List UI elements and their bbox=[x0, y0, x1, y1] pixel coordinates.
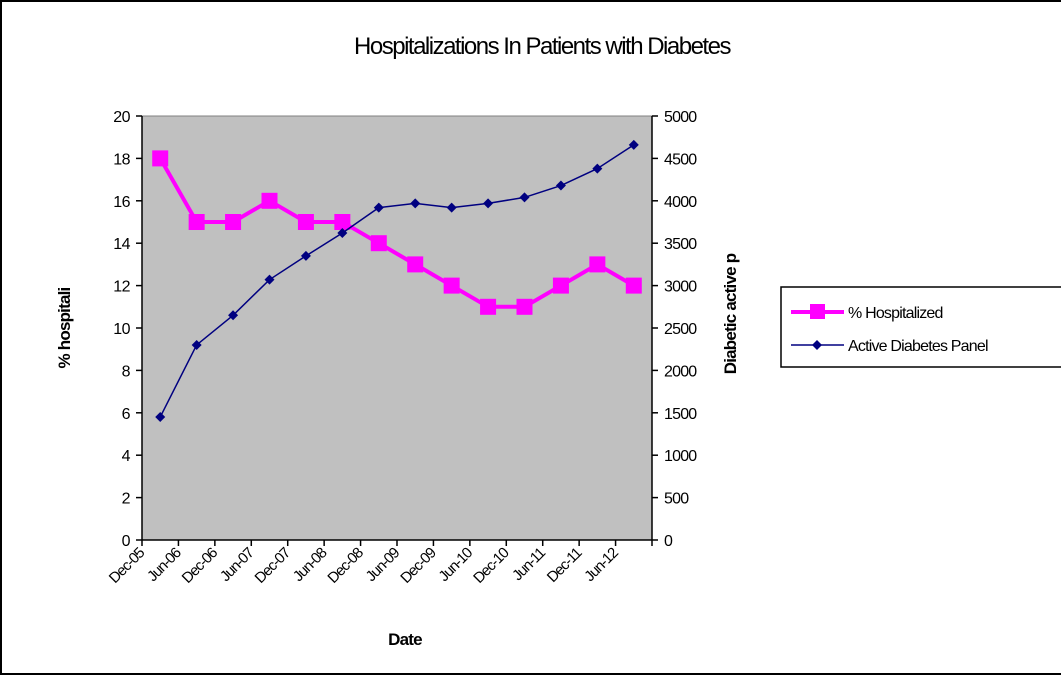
right-tick-label: 1000 bbox=[664, 448, 697, 465]
x-tick-label: Dec-11 bbox=[544, 544, 586, 586]
data-point-hospitalized bbox=[225, 214, 241, 230]
x-tick-label: Dec-06 bbox=[179, 544, 221, 586]
left-tick-label: 18 bbox=[113, 151, 130, 168]
left-tick-label: 0 bbox=[122, 533, 131, 550]
legend-box bbox=[781, 287, 1061, 367]
data-point-hospitalized bbox=[334, 214, 350, 230]
legend-label-active-panel: Active Diabetes Panel bbox=[848, 338, 988, 355]
legend-marker-hospitalized bbox=[810, 304, 825, 319]
right-axis: 0 500 1000 1500 2000 2500 3000 3500 4000 4500 5000 bbox=[652, 109, 697, 550]
x-tick-label: Jun-12 bbox=[581, 544, 622, 585]
left-tick-label: 4 bbox=[122, 448, 131, 465]
data-point-hospitalized bbox=[626, 278, 642, 294]
legend: % Hospitalized Active Diabetes Panel bbox=[781, 287, 1061, 367]
y2-axis-title: Diabetic active p bbox=[721, 253, 740, 374]
data-point-hospitalized bbox=[262, 193, 278, 209]
data-point-hospitalized bbox=[407, 256, 423, 272]
left-tick-label: 8 bbox=[122, 363, 131, 380]
right-tick-label: 4500 bbox=[664, 151, 697, 168]
x-tick-label: Dec-05 bbox=[106, 544, 148, 586]
left-tick-label: 12 bbox=[113, 279, 130, 296]
data-point-hospitalized bbox=[444, 278, 460, 294]
left-tick-label: 10 bbox=[113, 321, 130, 338]
right-tick-label: 5000 bbox=[664, 109, 697, 126]
x-axis: Dec-05Jun-06Dec-06Jun-07Dec-07Jun-08Dec-… bbox=[106, 540, 652, 587]
right-tick-label: 2500 bbox=[664, 321, 697, 338]
x-tick-label: Jun-07 bbox=[217, 544, 258, 585]
data-point-hospitalized bbox=[189, 214, 205, 230]
left-tick-label: 20 bbox=[113, 109, 130, 126]
x-axis-title: Date bbox=[388, 630, 422, 649]
x-tick-label: Jun-06 bbox=[144, 544, 185, 585]
x-tick-label: Dec-10 bbox=[470, 544, 512, 586]
data-point-hospitalized bbox=[589, 256, 605, 272]
data-point-hospitalized bbox=[152, 150, 168, 166]
left-tick-label: 6 bbox=[122, 406, 131, 423]
right-tick-label: 3000 bbox=[664, 279, 697, 296]
data-point-hospitalized bbox=[517, 299, 533, 315]
right-tick-label: 0 bbox=[664, 533, 673, 550]
right-tick-label: 4000 bbox=[664, 194, 697, 211]
data-point-hospitalized bbox=[298, 214, 314, 230]
chart-title: Hospitalizations In Patients with Diabet… bbox=[354, 33, 731, 60]
x-tick-label: Jun-09 bbox=[363, 544, 404, 585]
x-tick-label: Jun-11 bbox=[509, 544, 549, 584]
left-tick-label: 2 bbox=[122, 491, 131, 508]
right-tick-label: 2000 bbox=[664, 363, 697, 380]
left-axis: 0 2 4 6 8 10 12 14 16 18 20 bbox=[113, 109, 142, 550]
data-point-hospitalized bbox=[371, 235, 387, 251]
data-point-hospitalized bbox=[480, 299, 496, 315]
x-tick-label: Dec-08 bbox=[324, 544, 366, 586]
x-tick-label: Dec-07 bbox=[252, 544, 294, 586]
x-tick-label: Dec-09 bbox=[397, 544, 439, 586]
right-tick-label: 1500 bbox=[664, 406, 697, 423]
x-tick-label: Jun-08 bbox=[290, 544, 331, 585]
x-tick-label: Jun-10 bbox=[435, 544, 476, 585]
right-tick-label: 3500 bbox=[664, 236, 697, 253]
left-tick-label: 16 bbox=[113, 194, 130, 211]
right-tick-label: 500 bbox=[664, 491, 689, 508]
y-axis-title: % hospitali bbox=[55, 287, 74, 368]
legend-label-hospitalized: % Hospitalized bbox=[848, 305, 943, 322]
left-tick-label: 14 bbox=[113, 236, 130, 253]
data-point-hospitalized bbox=[553, 278, 569, 294]
